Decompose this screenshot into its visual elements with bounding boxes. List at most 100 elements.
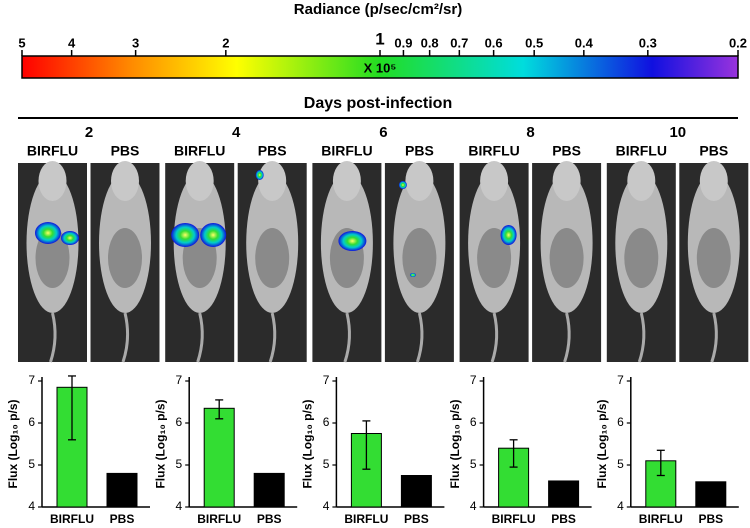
mouse-tail (49, 312, 57, 363)
day-label: 10 (669, 124, 686, 141)
group-label: PBS (405, 143, 434, 159)
y-tick-label: 5 (617, 457, 624, 471)
y-tick-label: 5 (470, 457, 477, 471)
mouse-head (332, 161, 361, 201)
colorbar-tick-label: 0.4 (575, 35, 594, 50)
y-axis-label: Flux (Log₁₀ p/s) (6, 399, 20, 488)
x-tick-label: PBS (551, 512, 576, 526)
colorbar-tick-label: 0.2 (729, 35, 747, 50)
x-tick-label: BIRFLU (50, 512, 94, 526)
signal (338, 231, 367, 251)
group-label: PBS (111, 143, 140, 159)
mouse-tail (710, 312, 718, 363)
colorbar-tick-label: 1 (375, 29, 384, 48)
bar (548, 480, 580, 508)
x-tick-label: BIRFLU (492, 512, 536, 526)
y-axis-label: Flux (Log₁₀ p/s) (301, 399, 315, 488)
signal (200, 223, 227, 247)
bar (203, 407, 235, 508)
mouse-tail (343, 312, 351, 363)
colorbar-tick-label: 0.3 (639, 35, 657, 50)
mouse-tail (563, 312, 571, 363)
mouse-abdomen (108, 228, 142, 288)
signal (255, 170, 264, 180)
y-tick-label: 4 (617, 499, 624, 513)
signal (398, 181, 407, 189)
mouse-abdomen (477, 228, 512, 288)
group-label: BIRFLU (27, 143, 78, 159)
y-tick-label: 7 (28, 373, 35, 387)
mouse-head (480, 161, 509, 201)
mouse-head (258, 161, 287, 201)
y-tick-label: 5 (323, 457, 330, 471)
y-tick-label: 7 (323, 373, 330, 387)
bar (106, 472, 138, 508)
y-tick-label: 4 (470, 499, 477, 513)
y-axis-label: Flux (Log₁₀ p/s) (153, 399, 167, 488)
bar (253, 472, 285, 508)
x-tick-label: PBS (404, 512, 429, 526)
mouse-head (699, 161, 728, 201)
group-label: BIRFLU (321, 143, 372, 159)
signal (500, 225, 517, 245)
x-tick-label: PBS (698, 512, 723, 526)
mouse-head (111, 161, 139, 201)
y-tick-label: 6 (470, 415, 477, 429)
colorbar-tick-label: 2 (222, 35, 229, 50)
colorbar-title: Radiance (p/sec/cm²/sr) (294, 1, 462, 18)
mouse-tail (637, 312, 646, 363)
colorbar-tick-label: 5 (18, 35, 25, 50)
colorbar-tick-label: 0.9 (394, 35, 412, 50)
y-tick-label: 5 (176, 457, 183, 471)
group-label: BIRFLU (174, 143, 225, 159)
y-tick-label: 7 (617, 373, 624, 387)
colorbar-tick-label: 4 (68, 35, 76, 50)
day-label: 6 (379, 124, 387, 141)
group-label: BIRFLU (468, 143, 519, 159)
colorbar-tick-label: 0.8 (421, 35, 439, 50)
section-title: Days post-infection (304, 95, 452, 112)
y-tick-label: 6 (617, 415, 624, 429)
mouse-head (38, 161, 67, 201)
mouse-head (405, 161, 434, 201)
mouse-tail (196, 312, 204, 363)
signal (61, 231, 79, 245)
y-tick-label: 5 (28, 457, 35, 471)
mouse-abdomen (402, 228, 437, 288)
mouse-tail (415, 312, 424, 363)
mouse-abdomen (255, 228, 290, 288)
y-tick-label: 4 (28, 499, 35, 513)
y-tick-label: 7 (176, 373, 183, 387)
group-label: BIRFLU (616, 143, 667, 159)
day-label: 2 (85, 124, 93, 141)
mouse-tail (490, 312, 499, 363)
mouse-tail (268, 312, 277, 363)
colorbar-tick-label: 3 (132, 35, 139, 50)
x-tick-label: BIRFLU (639, 512, 683, 526)
mouse-head (552, 161, 581, 201)
signal (171, 223, 200, 247)
y-tick-label: 6 (176, 415, 183, 429)
y-axis-label: Flux (Log₁₀ p/s) (595, 399, 609, 488)
colorbar-tick-label: 0.6 (485, 35, 503, 50)
x-tick-label: PBS (110, 512, 135, 526)
bar (695, 481, 727, 508)
x-tick-label: BIRFLU (197, 512, 241, 526)
group-label: PBS (258, 143, 287, 159)
mouse-tail (121, 312, 130, 363)
colorbar-tick-label: 0.5 (525, 35, 543, 50)
y-tick-label: 6 (323, 415, 330, 429)
signal (409, 273, 416, 277)
x-tick-label: PBS (257, 512, 282, 526)
group-label: PBS (552, 143, 581, 159)
y-tick-label: 7 (470, 373, 477, 387)
mouse-abdomen (696, 228, 731, 288)
day-label: 8 (526, 124, 534, 141)
mouse-abdomen (549, 228, 584, 288)
group-label: PBS (699, 143, 728, 159)
mouse-head (185, 161, 214, 201)
colorbar-tick-label: 0.7 (450, 35, 468, 50)
mouse-abdomen (624, 228, 659, 288)
y-tick-label: 6 (28, 415, 35, 429)
